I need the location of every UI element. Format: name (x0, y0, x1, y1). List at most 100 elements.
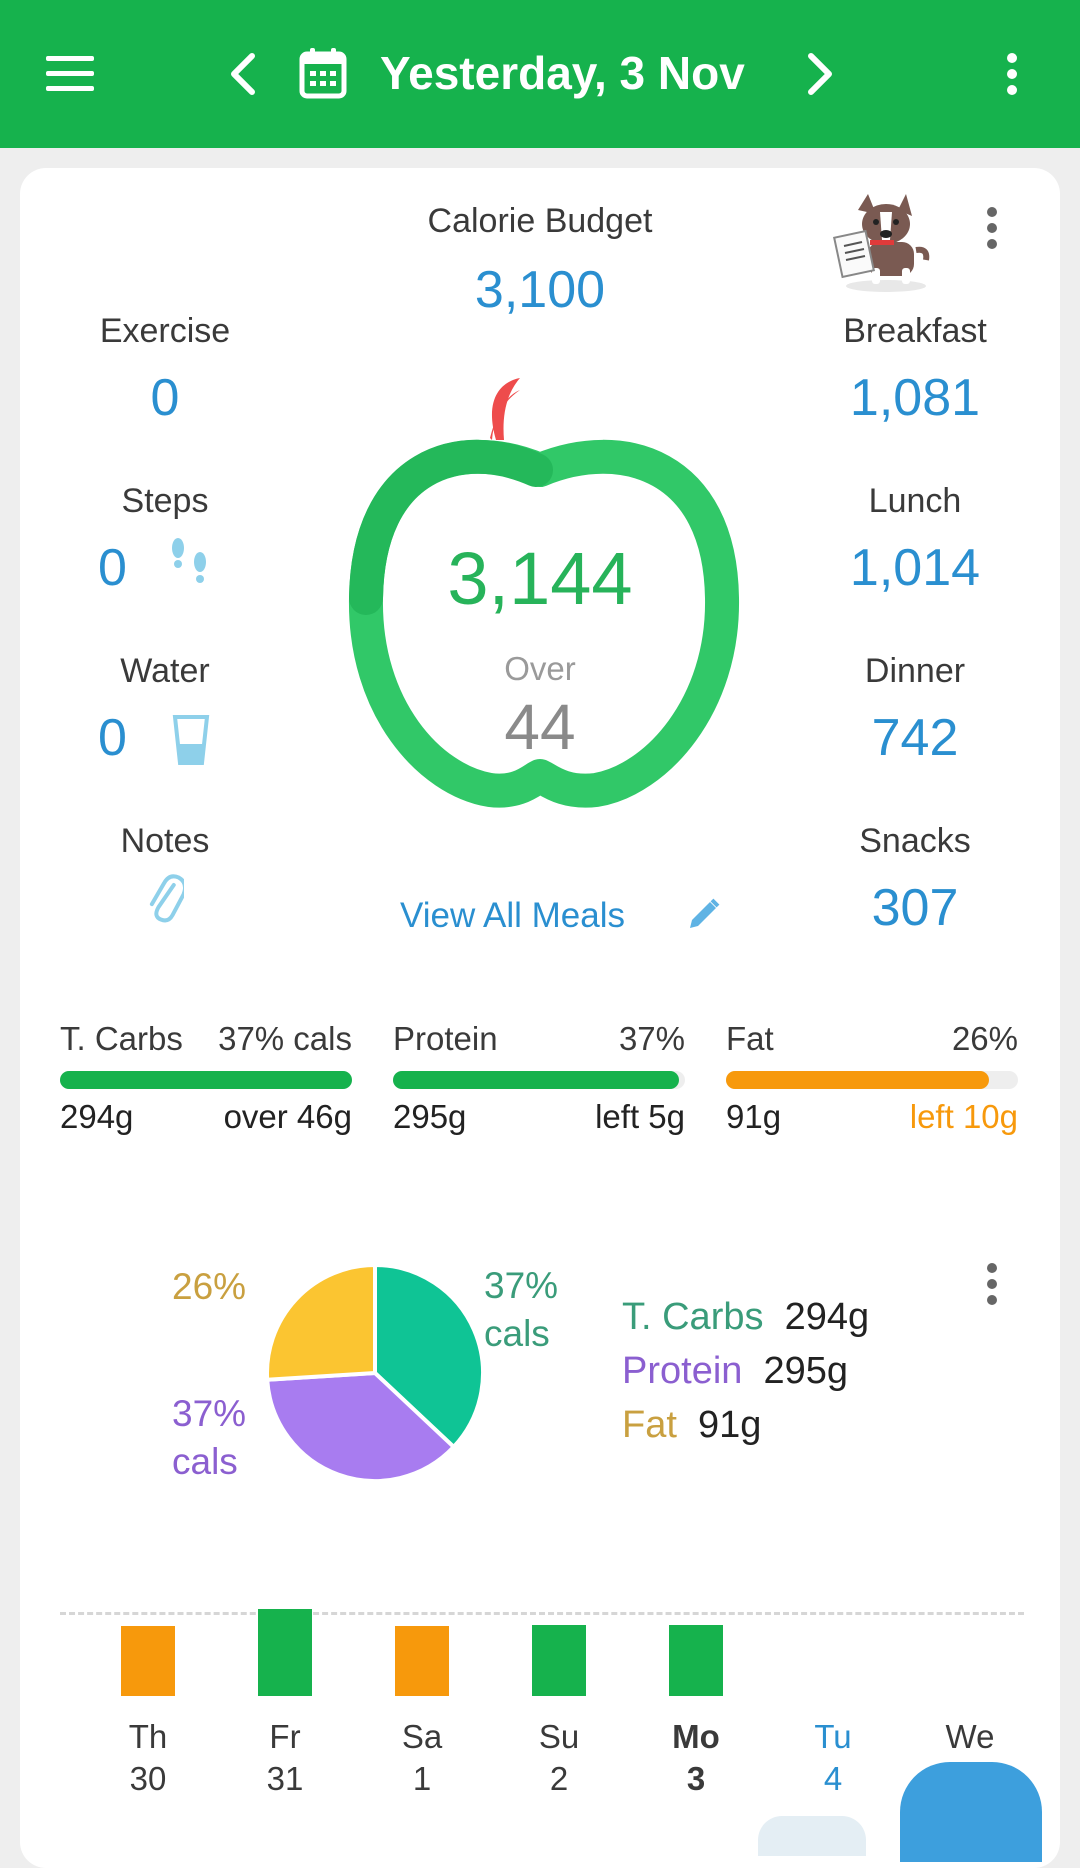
lunch-value[interactable]: 1,014 (849, 539, 981, 597)
summary-card: Calorie Budget 3,100 Exercise 0 Steps 0 … (20, 168, 1060, 1868)
fat-grams: 91g (726, 1098, 782, 1135)
pie-label-protein-pct: 37% (172, 1393, 247, 1434)
legend-protein-grams: 295g (763, 1350, 849, 1392)
week-day-tu[interactable]: Tu 4 (778, 1716, 888, 1800)
protein-percent: 37% (618, 1020, 685, 1057)
week-bar-sa[interactable] (395, 1626, 449, 1696)
carbs-progress-bar (60, 1071, 352, 1089)
week-day-name: We (945, 1718, 995, 1755)
week-day-we[interactable]: We (915, 1716, 1025, 1758)
pie-slice-carbs (373, 1262, 485, 1450)
paperclip-icon[interactable] (148, 870, 188, 926)
water-label: Water (120, 652, 210, 690)
breakfast-label: Breakfast (843, 312, 987, 350)
macro-pie-chart[interactable] (260, 1258, 490, 1488)
week-day-date: 2 (549, 1760, 569, 1797)
card-more-vertical-icon[interactable] (986, 206, 1016, 256)
week-day-date: 4 (823, 1760, 843, 1797)
fat-percent: 26% (951, 1020, 1018, 1057)
legend-protein-name: Protein (622, 1350, 743, 1392)
fat-progress-fill (726, 1071, 989, 1089)
week-bar-mo[interactable] (669, 1625, 723, 1696)
week-day-name: Th (128, 1718, 168, 1755)
legend-fat-name: Fat (622, 1404, 677, 1446)
fat-label: Fat (726, 1020, 774, 1057)
pie-label-carbs-unit: cals (484, 1313, 550, 1354)
week-day-name: Su (538, 1718, 580, 1755)
today-pill (758, 1816, 866, 1856)
snacks-value[interactable]: 307 (871, 879, 959, 937)
edit-pencil-icon[interactable] (686, 896, 726, 936)
carbs-progress-fill (60, 1071, 352, 1089)
dinner-label: Dinner (864, 652, 966, 690)
week-bar-fr[interactable] (258, 1609, 312, 1696)
week-day-sa[interactable]: Sa 1 (367, 1716, 477, 1800)
date-title[interactable]: Yesterday, 3 Nov (380, 47, 745, 99)
hamburger-menu-icon[interactable] (40, 44, 100, 104)
legend-carbs: T. Carbs 294g (622, 1296, 869, 1339)
fat-progress-bar (726, 1071, 1018, 1089)
pie-label-carbs: 37% cals (484, 1262, 558, 1358)
pie-label-protein: 37% cals (172, 1390, 246, 1486)
footsteps-icon (168, 536, 216, 596)
more-vertical-icon[interactable] (990, 44, 1034, 104)
protein-remaining: left 5g (595, 1098, 685, 1135)
protein-progress-fill (393, 1071, 680, 1089)
week-day-name: Fr (269, 1718, 301, 1755)
carbs-label: T. Carbs (60, 1020, 183, 1057)
carbs-grams: 294g (60, 1098, 134, 1135)
carbs-remaining: over 46g (223, 1098, 352, 1135)
over-value: 44 (504, 691, 576, 763)
legend-protein: Protein 295g (622, 1350, 848, 1393)
calories-eaten-value: 3,144 (447, 537, 633, 620)
week-day-date: 31 (266, 1760, 304, 1797)
week-bar-th[interactable] (121, 1626, 175, 1696)
snacks-label: Snacks (859, 822, 971, 860)
over-label: Over (504, 650, 576, 687)
protein-label: Protein (393, 1020, 498, 1057)
chevron-right-icon[interactable] (795, 44, 845, 104)
top-app-bar: Yesterday, 3 Nov (0, 0, 1080, 148)
legend-fat-grams: 91g (698, 1404, 762, 1446)
lunch-label: Lunch (868, 482, 962, 520)
week-day-name: Sa (401, 1718, 443, 1755)
carbs-percent: 37% cals (218, 1020, 352, 1057)
water-value[interactable]: 0 (98, 709, 127, 767)
week-day-su[interactable]: Su 2 (504, 1716, 614, 1800)
calorie-budget-label: Calorie Budget (427, 202, 653, 240)
legend-carbs-grams: 294g (784, 1296, 870, 1338)
protein-progress-bar (393, 1071, 685, 1089)
fat-remaining: left 10g (909, 1098, 1018, 1135)
week-day-fr[interactable]: Fr 31 (230, 1716, 340, 1800)
view-all-meals-link[interactable]: View All Meals (400, 896, 626, 935)
dog-mascot-icon[interactable] (828, 190, 938, 300)
dinner-value[interactable]: 742 (871, 709, 959, 767)
water-glass-icon (172, 714, 212, 770)
exercise-label: Exercise (99, 312, 231, 350)
steps-label: Steps (121, 482, 209, 520)
calorie-budget-value: 3,100 (474, 261, 606, 319)
pie-label-carbs-pct: 37% (484, 1265, 559, 1306)
pie-slice-protein (265, 1370, 457, 1483)
chevron-left-icon[interactable] (218, 44, 268, 104)
pie-more-vertical-icon[interactable] (986, 1262, 1016, 1312)
week-day-name: Tu (814, 1718, 852, 1755)
exercise-value[interactable]: 0 (150, 369, 180, 427)
legend-fat: Fat 91g (622, 1404, 761, 1447)
pie-label-protein-unit: cals (172, 1441, 238, 1482)
steps-value[interactable]: 0 (98, 539, 127, 597)
calorie-apple-ring[interactable] (310, 368, 770, 848)
breakfast-value[interactable]: 1,081 (849, 369, 981, 427)
week-day-date: 1 (412, 1760, 432, 1797)
notes-label: Notes (120, 822, 210, 860)
calendar-icon[interactable] (292, 40, 354, 106)
week-day-date: 3 (686, 1760, 706, 1797)
week-bar-su[interactable] (532, 1625, 586, 1696)
protein-grams: 295g (393, 1098, 467, 1135)
legend-carbs-name: T. Carbs (622, 1296, 764, 1338)
week-day-th[interactable]: Th 30 (93, 1716, 203, 1800)
week-day-mo[interactable]: Mo 3 (641, 1716, 751, 1800)
fab-button[interactable] (900, 1762, 1042, 1862)
week-day-name: Mo (672, 1718, 720, 1755)
week-day-date: 30 (129, 1760, 167, 1797)
